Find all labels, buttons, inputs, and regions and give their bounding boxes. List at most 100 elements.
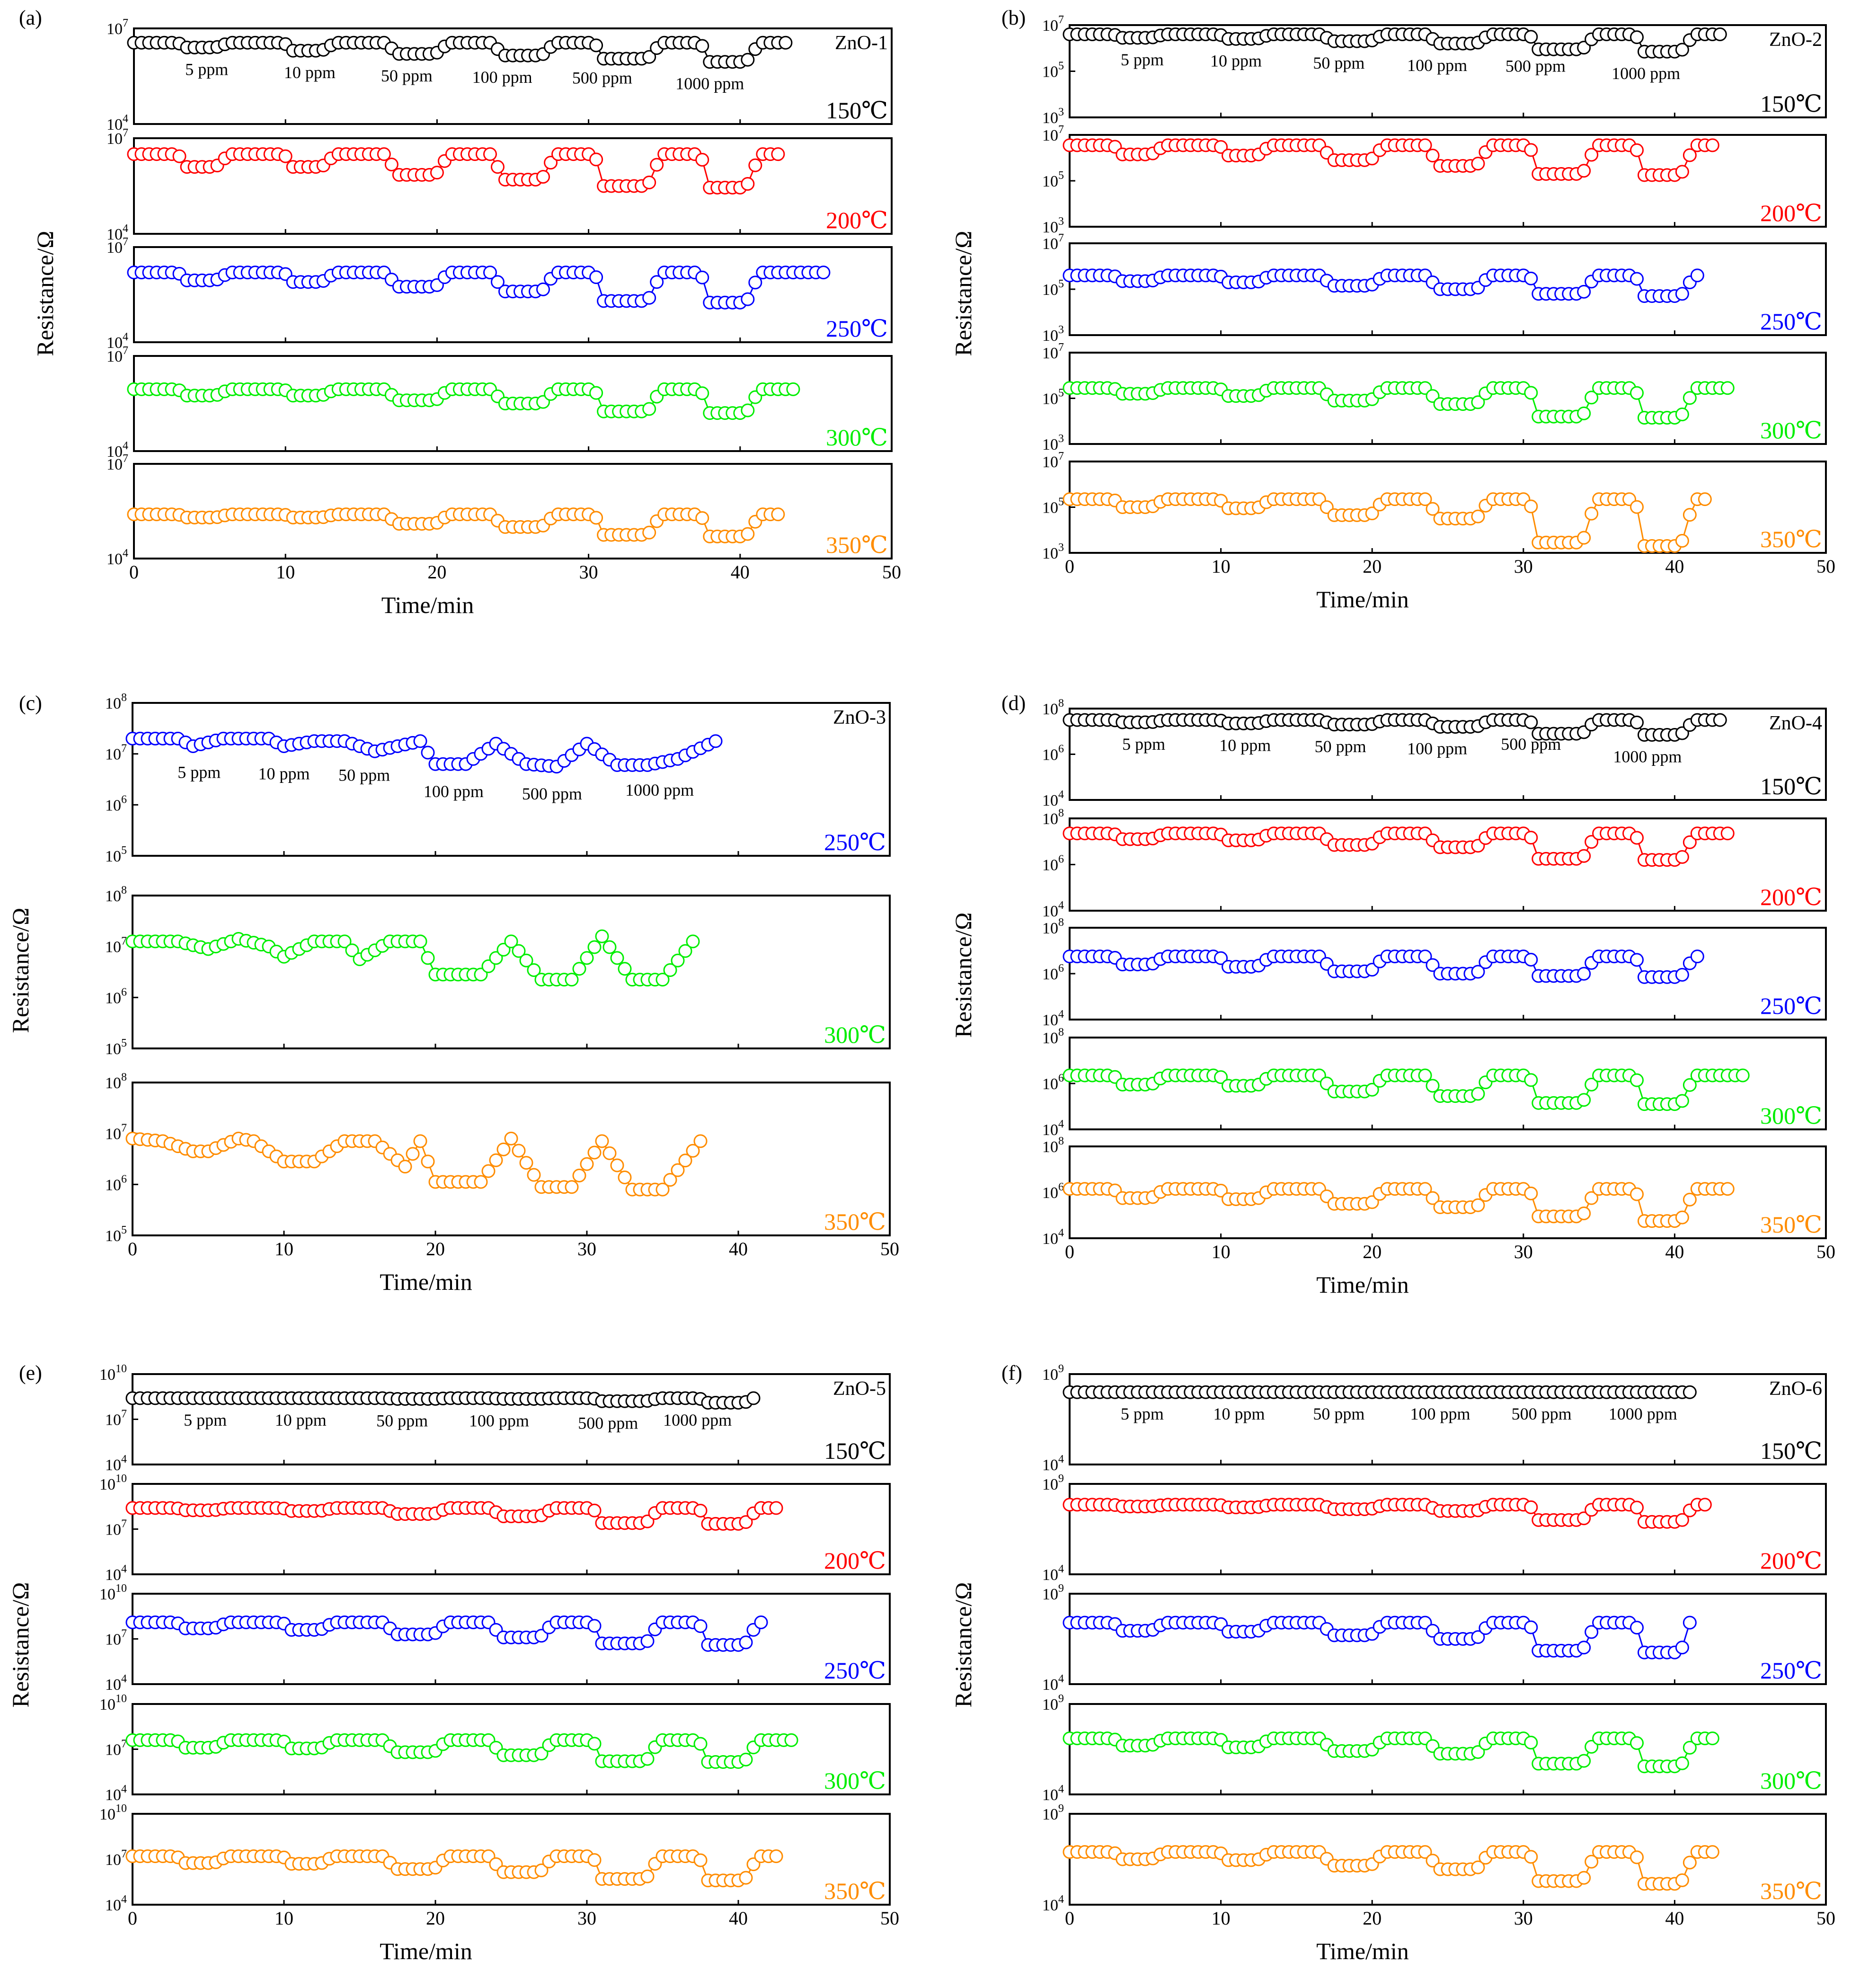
data-point	[589, 270, 603, 284]
x-tick-label: 50	[880, 1238, 899, 1260]
series-250c: 103 105 107 250℃	[1042, 232, 1827, 345]
y-tick-label: 107	[105, 1122, 127, 1143]
data-point	[686, 1144, 700, 1158]
x-tick-label: 30	[1514, 1908, 1533, 1929]
temperature-label: 200℃	[824, 1547, 886, 1574]
concentration-label: 5 ppm	[1121, 50, 1164, 69]
plot-frame	[1069, 1037, 1827, 1130]
data-point	[536, 282, 550, 296]
data-point	[1675, 967, 1689, 982]
sample-label: ZnO-6	[1769, 1378, 1822, 1400]
x-axis-label: Time/min	[1316, 1271, 1408, 1298]
data-point	[1524, 271, 1538, 285]
data-point	[1471, 1087, 1485, 1101]
data-point	[1577, 967, 1591, 981]
data-point	[642, 50, 656, 64]
data-point	[496, 1142, 511, 1156]
data-point	[695, 152, 709, 167]
concentration-label: 10 ppm	[258, 764, 310, 783]
data-point	[1577, 1754, 1591, 1768]
data-point	[693, 1504, 708, 1518]
data-point	[1214, 140, 1228, 154]
temperature-label: 300℃	[1760, 1102, 1822, 1129]
data-point	[1683, 835, 1697, 849]
concentration-label: 50 ppm	[1313, 1404, 1364, 1423]
x-tick-label: 50	[880, 1908, 899, 1929]
series-200c: 104 107 1010 200℃	[99, 1473, 891, 1584]
concentration-label: 50 ppm	[1315, 737, 1366, 756]
sample-label: ZnO-4	[1769, 712, 1822, 734]
data-point	[739, 1635, 753, 1650]
temperature-label: 300℃	[1760, 417, 1822, 444]
y-tick-label: 104	[106, 547, 128, 568]
series-150c: 103 105 107 150℃ ZnO-2 5 ppm 10 ppm 50 ppm 100 p…	[1042, 14, 1827, 127]
y-tick-label: 107	[1042, 341, 1064, 362]
data-point	[544, 156, 558, 170]
concentration-label: 50 ppm	[381, 66, 433, 85]
concentration-label: 1000 ppm	[625, 781, 694, 799]
data-point	[693, 1619, 708, 1633]
series-350c: 104 109 350℃	[1042, 1802, 1827, 1914]
x-tick-label: 10	[275, 1238, 293, 1260]
y-tick-label: 104	[1042, 1783, 1064, 1804]
x-tick-label: 0	[1065, 1908, 1074, 1929]
y-tick-label: 105	[1042, 278, 1064, 299]
data-point	[1720, 1182, 1735, 1196]
series-150c: 104 106 108 150℃ ZnO-4 5 ppm 10 ppm 50 ppm 100 p…	[1042, 697, 1827, 809]
data-point	[587, 1145, 602, 1160]
x-tick-label: 0	[1065, 556, 1074, 577]
temperature-label: 350℃	[826, 532, 888, 558]
data-point	[345, 943, 359, 958]
data-point	[1577, 1511, 1591, 1526]
data-point	[1426, 502, 1440, 516]
y-tick-label: 108	[105, 1071, 127, 1092]
data-point	[671, 953, 685, 967]
y-tick-label: 104	[105, 1783, 127, 1804]
y-tick-label: 107	[105, 1628, 127, 1649]
x-tick-label: 40	[729, 1238, 748, 1260]
data-point	[595, 1134, 609, 1148]
data-point	[483, 147, 497, 161]
series-300c: 105 106 107 108 300℃	[105, 884, 891, 1058]
data-point	[1585, 1077, 1599, 1092]
data-point	[1630, 1187, 1644, 1201]
data-point	[1426, 1854, 1440, 1868]
x-tick-label: 10	[1212, 1908, 1231, 1929]
y-tick-label: 105	[1042, 169, 1064, 190]
data-point	[1630, 500, 1644, 514]
series-200c: 103 105 107 200℃	[1042, 124, 1827, 236]
data-point	[1524, 1620, 1538, 1634]
x-tick-label: 40	[731, 561, 750, 583]
plot-frame	[1069, 1593, 1827, 1685]
plot-frame	[133, 27, 893, 125]
y-tick-label: 107	[1042, 14, 1064, 35]
data-point	[504, 934, 518, 949]
data-point	[1630, 831, 1644, 845]
temperature-label: 200℃	[1760, 200, 1822, 226]
data-point	[1585, 1191, 1599, 1205]
data-point	[1577, 284, 1591, 299]
data-point	[1585, 148, 1599, 162]
data-point	[748, 158, 762, 172]
panel-tag: (b)	[1001, 6, 1026, 29]
data-point	[1524, 831, 1538, 845]
data-point	[754, 1615, 768, 1629]
temperature-label: 150℃	[1760, 1438, 1822, 1464]
data-point	[421, 1154, 435, 1169]
data-point	[595, 929, 609, 943]
series-150c: 104 107 1010 150℃ ZnO-5 5 ppm 10 ppm 50 ppm 100 …	[99, 1363, 891, 1474]
data-point	[1426, 1191, 1440, 1205]
series-250c: 105 106 107 108 250℃ ZnO-3 5 ppm 10 ppm 50 ppm 10…	[105, 692, 891, 865]
data-point	[784, 1733, 798, 1747]
data-point	[746, 1391, 761, 1405]
concentration-label: 5 ppm	[184, 1411, 227, 1429]
data-point	[489, 1153, 503, 1167]
data-point	[534, 1747, 549, 1761]
concentration-label: 5 ppm	[1122, 735, 1165, 754]
data-point	[580, 1157, 594, 1171]
series-250c: 104 107 1010 250℃	[99, 1582, 891, 1694]
data-point	[1418, 1068, 1432, 1083]
data-point	[398, 1160, 412, 1174]
panel-tag: (c)	[19, 692, 42, 715]
y-tick-label: 106	[1042, 743, 1064, 764]
